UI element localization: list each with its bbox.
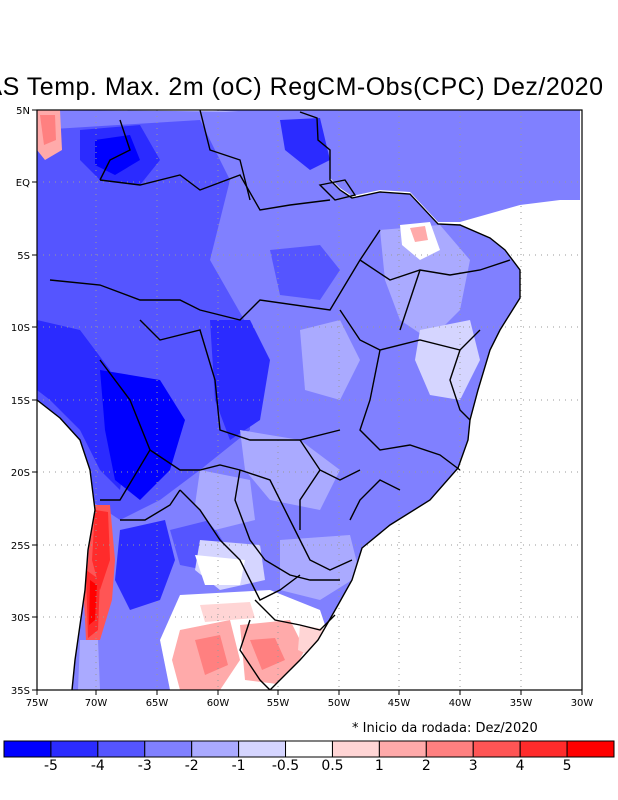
borders (37, 110, 521, 690)
lon-label-35w: 35W (510, 698, 533, 709)
colorbar-label: -3 (137, 758, 152, 774)
lon-label-65w: 65W (146, 698, 169, 709)
colorbar-swatch (519, 740, 568, 758)
colorbar-label: 2 (421, 758, 431, 774)
colorbar-swatch (378, 740, 427, 758)
colorbar-label: -1 (231, 758, 246, 774)
colorbar-label: -2 (184, 758, 199, 774)
colorbar-label: 0.5 (321, 758, 344, 774)
map-title-text: IAS Temp. Max. 2m (oC) RegCM-Obs(CPC) De… (0, 73, 604, 101)
lon-label-55w: 55W (267, 698, 290, 709)
lat-label-15s: 15S (11, 396, 30, 407)
lon-label-75w: 75W (26, 698, 49, 709)
lon-labels: 75W 70W 65W 60W 55W 50W 45W 40W 35W 30W (26, 698, 594, 709)
colorbar-swatch (425, 740, 474, 758)
run-start-note: * Inicio da rodada: Dez/2020 (352, 721, 538, 736)
colorbar-swatch (472, 740, 521, 758)
colorbar-swatch (144, 740, 193, 758)
colorbar (3, 740, 615, 758)
lon-label-40w: 40W (449, 698, 472, 709)
colorbar-label: -5 (43, 758, 58, 774)
colorbar-label: 5 (562, 758, 572, 774)
lon-label-30w: 30W (571, 698, 594, 709)
lat-label-30s: 30S (11, 613, 30, 624)
lat-label-10s: 10S (11, 323, 30, 334)
colorbar-swatch (3, 740, 52, 758)
lat-label-35s: 35S (11, 686, 30, 697)
lat-label-25s: 25S (11, 541, 30, 552)
colorbar-swatch (97, 740, 146, 758)
colorbar-label: 1 (374, 758, 384, 774)
colorbar-label: 3 (468, 758, 478, 774)
lat-label-20s: 20S (11, 468, 30, 479)
tick-marks (32, 109, 583, 695)
colorbar-swatch (331, 740, 380, 758)
lat-label-5n: 5N (16, 106, 30, 117)
colorbar-label: -4 (90, 758, 105, 774)
colorbar-swatch (191, 740, 240, 758)
colorbar-swatch (285, 740, 333, 758)
colorbar-swatch (50, 740, 99, 758)
map-title: IAS Temp. Max. 2m (oC) RegCM-Obs(CPC) De… (0, 70, 618, 104)
lat-label-5s: 5S (17, 251, 30, 262)
colorbar-swatch (566, 740, 615, 758)
lon-label-50w: 50W (328, 698, 351, 709)
lat-labels: 5N EQ 5S 10S 15S 20S 25S 30S 35S (11, 106, 30, 697)
colorbar-label: 4 (515, 758, 525, 774)
lat-label-eq: EQ (16, 178, 30, 189)
lon-label-60w: 60W (207, 698, 230, 709)
lon-label-70w: 70W (85, 698, 108, 709)
lon-label-45w: 45W (388, 698, 411, 709)
colorbar-swatch (238, 740, 287, 758)
colorbar-label: -0.5 (271, 758, 300, 774)
